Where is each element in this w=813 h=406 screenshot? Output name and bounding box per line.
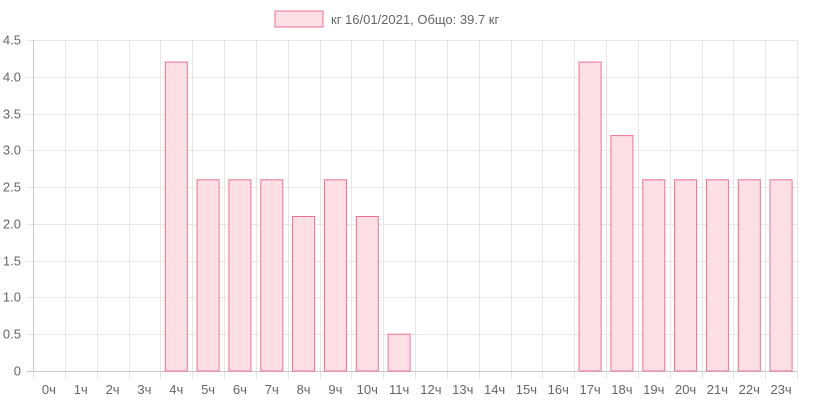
bar-20ч[interactable]: [674, 179, 698, 372]
y-tick-label: 4.0: [3, 70, 21, 85]
x-tick-label: 9ч: [328, 382, 342, 397]
y-tick-label: 0: [14, 364, 21, 379]
x-tick-label: 2ч: [106, 382, 120, 397]
x-tick-label: 6ч: [233, 382, 247, 397]
grid-lines: [27, 40, 798, 379]
x-tick-label: 8ч: [297, 382, 311, 397]
x-tick-label: 0ч: [42, 382, 56, 397]
x-tick-label: 18ч: [611, 382, 632, 397]
bar-8ч[interactable]: [292, 216, 316, 372]
bar-5ч[interactable]: [196, 179, 220, 372]
x-tick-label: 11ч: [389, 382, 409, 397]
y-tick-label: 3.0: [3, 143, 21, 158]
x-tick-label: 1ч: [74, 382, 88, 397]
x-tick-label: 21ч: [707, 382, 728, 397]
x-tick-label: 22ч: [739, 382, 760, 397]
y-tick-label: 2.0: [3, 217, 21, 232]
x-tick-label: 23ч: [770, 382, 791, 397]
y-tick-label: 1.5: [3, 254, 21, 269]
x-tick-label: 14ч: [484, 382, 505, 397]
x-tick-label: 10ч: [357, 382, 378, 397]
axes: [27, 40, 797, 372]
bar-6ч[interactable]: [228, 179, 252, 372]
y-tick-label: 2.5: [3, 180, 21, 195]
y-tick-label: 1.0: [3, 290, 21, 305]
x-tick-label: 3ч: [137, 382, 151, 397]
x-tick-label: 5ч: [201, 382, 215, 397]
legend-label[interactable]: кг 16/01/2021, Общо: 39.7 кг: [331, 12, 499, 27]
y-tick-label: 0.5: [3, 327, 21, 342]
bar-10ч[interactable]: [355, 216, 379, 372]
x-tick-label: 12ч: [420, 382, 441, 397]
x-tick-label: 20ч: [675, 382, 696, 397]
bar-17ч[interactable]: [578, 61, 602, 372]
legend[interactable]: кг 16/01/2021, Общо: 39.7 кг: [274, 10, 499, 28]
x-tick-label: 4ч: [169, 382, 183, 397]
bar-11ч[interactable]: [387, 333, 411, 372]
x-tick-label: 13ч: [452, 382, 473, 397]
bar-7ч[interactable]: [260, 179, 284, 372]
bar-23ч[interactable]: [769, 179, 793, 372]
bar-4ч[interactable]: [164, 61, 188, 372]
x-tick-label: 15ч: [516, 382, 537, 397]
x-tick-label: 7ч: [265, 382, 279, 397]
bar-18ч[interactable]: [610, 135, 634, 372]
x-tick-label: 19ч: [643, 382, 664, 397]
bar-9ч[interactable]: [323, 179, 347, 372]
bar-19ч[interactable]: [642, 179, 666, 372]
x-axis-tick-labels: 0ч 1ч 2ч 3ч 4ч 5ч 6ч 7ч 8ч 9ч 10ч 11ч 12ч 13ч 14ч 15ч 16…: [42, 382, 792, 397]
y-tick-label: 3.5: [3, 107, 21, 122]
x-tick-label: 16ч: [548, 382, 569, 397]
y-axis-tick-labels: 0 0.5 1.0 1.5 2.0 2.5 3.0 3.5 4.0 4.5: [3, 33, 21, 379]
bar-21ч[interactable]: [705, 179, 729, 372]
legend-swatch[interactable]: [274, 10, 324, 28]
bars: [164, 61, 793, 372]
bar-22ч[interactable]: [737, 179, 761, 372]
y-tick-label: 4.5: [3, 33, 21, 48]
x-tick-label: 17ч: [579, 382, 600, 397]
